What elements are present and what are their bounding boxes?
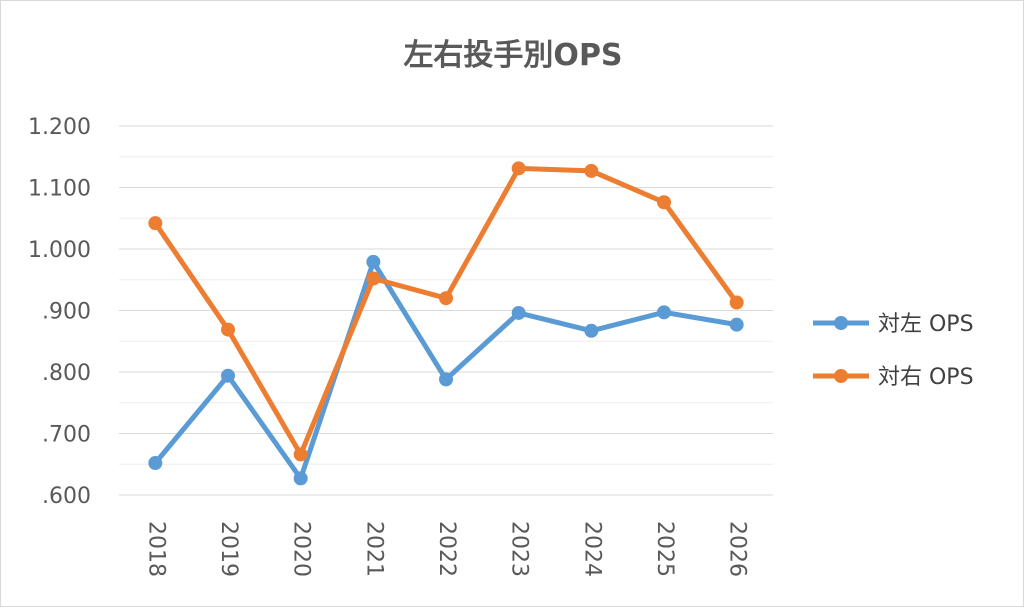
data-point [148, 456, 163, 471]
series-2 [148, 161, 744, 462]
y-tick-label: .700 [42, 423, 91, 448]
y-tick-label: 1.000 [28, 238, 91, 263]
legend: 対左 OPS 対右 OPS [813, 312, 974, 390]
data-point [729, 317, 744, 332]
y-tick-label: .800 [42, 361, 91, 386]
data-point [657, 195, 671, 210]
y-tick-label: .600 [42, 484, 91, 509]
data-point [439, 372, 453, 387]
data-point [148, 216, 163, 231]
chart-title: 左右投手別OPS [403, 38, 622, 73]
y-axis-labels: .600 .700 .800 .900 1.000 1.100 1.200 [28, 115, 91, 509]
legend-label: 対左 OPS [878, 312, 974, 337]
data-point [293, 447, 308, 462]
data-point [657, 305, 671, 320]
data-point [729, 295, 744, 310]
grid-lines [119, 125, 773, 496]
series-lines [148, 161, 744, 486]
x-tick-label: 2019 [216, 521, 241, 577]
data-point [221, 322, 235, 337]
y-tick-label: .900 [42, 300, 91, 325]
data-point [366, 271, 381, 286]
data-point [221, 368, 235, 383]
x-tick-label: 2023 [507, 521, 532, 577]
data-point [293, 471, 308, 486]
x-tick-label: 2024 [579, 521, 604, 577]
data-point [584, 163, 599, 178]
data-point [439, 291, 453, 306]
x-tick-label: 2018 [143, 521, 168, 577]
x-tick-label: 2026 [725, 521, 750, 577]
legend-marker [834, 369, 848, 383]
series-line [152, 165, 740, 457]
x-tick-label: 2020 [289, 521, 314, 577]
x-tick-label: 2022 [434, 521, 459, 577]
y-tick-label: 1.200 [28, 115, 91, 140]
data-point [511, 305, 526, 320]
legend-marker [834, 316, 848, 330]
data-point [511, 161, 526, 176]
legend-label: 対右 OPS [878, 365, 974, 390]
data-point [366, 254, 381, 269]
x-axis-labels: 2018 2019 2020 2021 2022 2023 2024 2025 2026 [143, 521, 749, 577]
data-point [584, 323, 599, 338]
x-tick-label: 2021 [361, 521, 386, 577]
y-tick-label: 1.100 [28, 177, 91, 202]
series-1 [148, 254, 744, 486]
x-tick-label: 2025 [652, 521, 677, 577]
